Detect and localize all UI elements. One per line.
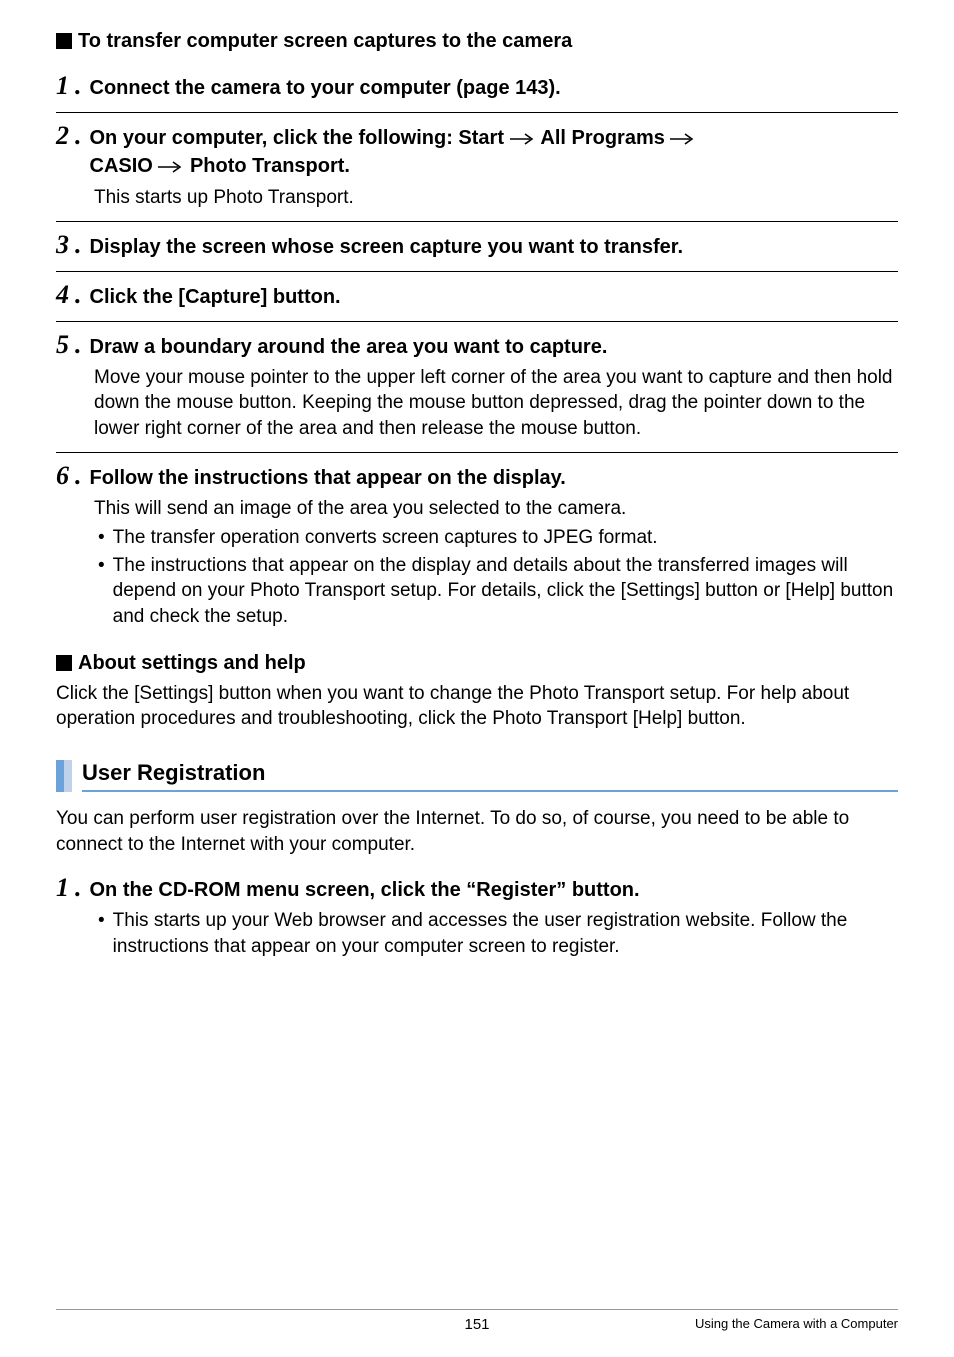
step-5-title: Draw a boundary around the area you want…: [90, 334, 608, 361]
step-2-body: This starts up Photo Transport.: [94, 185, 898, 211]
step-2: 2. On your computer, click the following…: [56, 121, 898, 211]
step-6-title: Follow the instructions that appear on t…: [90, 465, 566, 492]
step-3-title: Display the screen whose screen capture …: [90, 234, 684, 261]
page-number: 151: [464, 1316, 489, 1333]
accent-bar-light: [64, 760, 72, 792]
square-bullet-icon: [56, 33, 72, 49]
list-item: •The instructions that appear on the dis…: [94, 553, 898, 630]
list-item: • The transfer operation converts screen …: [94, 525, 898, 551]
step-number: 5: [56, 330, 69, 360]
square-bullet-icon: [56, 655, 72, 671]
step-2-title-p2: All Programs: [540, 127, 670, 149]
divider: [56, 321, 898, 322]
step-2-title-l2b: Photo Transport.: [190, 155, 350, 177]
about-block: About settings and help Click the [Setti…: [56, 652, 898, 732]
step-4: 4. Click the [Capture] button.: [56, 280, 898, 311]
step-number: 6: [56, 461, 69, 491]
section-step-1-title: On the CD-ROM menu screen, click the “Re…: [90, 877, 640, 904]
step-number: 4: [56, 280, 69, 310]
step-6-body: This will send an image of the area you …: [94, 496, 898, 522]
list-item: •This starts up your Web browser and acc…: [94, 908, 898, 959]
step-6-bullet-2: The instructions that appear on the disp…: [113, 553, 898, 630]
divider: [56, 271, 898, 272]
section-body: You can perform user registration over t…: [56, 806, 898, 857]
section-title: User Registration: [82, 760, 265, 785]
about-heading: About settings and help: [56, 652, 898, 675]
step-dot: .: [75, 873, 82, 903]
section-header: User Registration: [56, 760, 898, 792]
arrow-right-icon: [670, 126, 696, 153]
step-number: 2: [56, 121, 69, 151]
page: To transfer computer screen captures to …: [0, 0, 954, 1357]
step-5: 5. Draw a boundary around the area you w…: [56, 330, 898, 442]
step-1-title: Connect the camera to your computer (pag…: [90, 75, 561, 102]
step-number: 3: [56, 230, 69, 260]
divider: [56, 112, 898, 113]
section-step-1-bullets: •This starts up your Web browser and acc…: [94, 908, 898, 959]
step-dot: .: [75, 71, 82, 101]
subheading-transfer-text: To transfer computer screen captures to …: [78, 30, 572, 52]
bullet-dot-icon: •: [98, 553, 105, 630]
step-6: 6. Follow the instructions that appear o…: [56, 461, 898, 630]
step-2-title-p1: On your computer, click the following: S…: [90, 127, 510, 149]
step-dot: .: [75, 461, 82, 491]
section-user-registration: User Registration You can perform user r…: [56, 760, 898, 960]
divider: [56, 452, 898, 453]
step-5-body: Move your mouse pointer to the upper lef…: [94, 365, 898, 442]
section-title-wrap: User Registration: [82, 760, 898, 792]
step-dot: .: [75, 330, 82, 360]
step-number: 1: [56, 71, 69, 101]
page-footer: 151 Using the Camera with a Computer: [56, 1309, 898, 1331]
about-body: Click the [Settings] button when you wan…: [56, 681, 898, 732]
section-step-1-bullet-1: This starts up your Web browser and acce…: [113, 908, 898, 959]
step-dot: .: [75, 230, 82, 260]
footer-right-text: Using the Camera with a Computer: [695, 1316, 898, 1331]
step-dot: .: [75, 280, 82, 310]
step-6-bullets: • The transfer operation converts screen …: [94, 525, 898, 630]
step-3: 3. Display the screen whose screen captu…: [56, 230, 898, 261]
arrow-right-icon: [510, 126, 536, 153]
step-2-title-l2a: CASIO: [90, 155, 159, 177]
bullet-dot-icon: •: [98, 525, 105, 551]
section-step-1: 1. On the CD-ROM menu screen, click the …: [56, 873, 898, 959]
step-1: 1. Connect the camera to your computer (…: [56, 71, 898, 102]
step-4-title: Click the [Capture] button.: [90, 284, 341, 311]
divider: [56, 221, 898, 222]
subheading-transfer: To transfer computer screen captures to …: [56, 30, 898, 53]
accent-bar-dark: [56, 760, 64, 792]
about-heading-text: About settings and help: [78, 652, 306, 674]
step-dot: .: [75, 121, 82, 151]
bullet-dot-icon: •: [98, 908, 105, 959]
arrow-right-icon: [158, 154, 184, 181]
step-2-title: On your computer, click the following: S…: [90, 125, 697, 181]
step-number: 1: [56, 873, 69, 903]
step-6-bullet-1: The transfer operation converts screen c…: [113, 525, 658, 551]
